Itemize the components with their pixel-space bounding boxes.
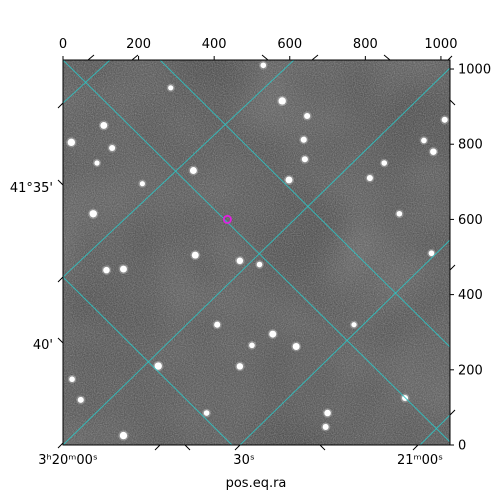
star <box>351 322 357 328</box>
star <box>189 167 197 175</box>
right-tick-label: 200 <box>458 363 483 378</box>
star <box>168 85 174 91</box>
world-tick <box>57 102 64 109</box>
grid-line <box>159 60 450 348</box>
world-tick <box>319 444 326 451</box>
star <box>154 362 162 370</box>
grid-line <box>63 276 233 445</box>
star <box>304 112 311 120</box>
star <box>94 160 100 166</box>
top-tick-label: 1000 <box>424 37 457 52</box>
ra-tick-label: 21ᵐ00ˢ <box>397 453 443 468</box>
star <box>103 266 110 274</box>
grid-line <box>419 414 450 445</box>
star <box>421 137 427 144</box>
star <box>441 116 448 123</box>
grid-line <box>63 60 111 104</box>
star <box>366 175 373 182</box>
star <box>285 176 293 184</box>
ra-tick-label: 30ˢ <box>233 453 255 468</box>
star <box>139 181 145 187</box>
world-tick <box>234 444 241 451</box>
grid-line <box>63 67 450 445</box>
star <box>119 265 127 273</box>
right-tick-label: 600 <box>458 213 483 228</box>
star <box>381 160 388 166</box>
dec-tick-label: 40' <box>33 338 53 353</box>
top-pixel-axis: 0 200 400 600 800 1000 <box>59 37 457 60</box>
star <box>119 431 128 440</box>
world-tick <box>87 54 95 61</box>
target-marker <box>222 214 232 224</box>
x-axis-title: pos.eq.ra <box>226 476 287 491</box>
top-tick-label: 200 <box>126 37 151 52</box>
star <box>269 330 277 338</box>
world-coordinate-ticks <box>57 54 456 451</box>
world-tick <box>449 409 456 416</box>
star <box>89 210 97 218</box>
star <box>428 250 435 257</box>
grid-line <box>239 239 450 445</box>
right-tick-label: 0 <box>458 439 466 454</box>
star <box>69 376 75 383</box>
star <box>396 210 403 217</box>
star <box>203 410 210 416</box>
star <box>292 343 300 350</box>
grid-line <box>63 60 450 443</box>
top-tick-label: 400 <box>202 37 227 52</box>
star <box>322 423 329 430</box>
star <box>249 342 255 349</box>
star <box>67 138 76 147</box>
world-tick <box>184 444 191 451</box>
stars-layer <box>66 60 450 441</box>
world-tick <box>57 442 64 449</box>
coordinate-grid <box>63 60 450 445</box>
star <box>430 148 437 155</box>
star <box>324 409 331 417</box>
star <box>301 156 308 163</box>
star <box>77 396 84 403</box>
world-tick <box>261 54 269 61</box>
world-tick <box>449 264 456 271</box>
right-pixel-axis: 0 200 400 600 800 1000 <box>450 63 491 454</box>
top-tick-label: 600 <box>277 37 302 52</box>
star <box>260 62 267 69</box>
top-tick-label: 0 <box>59 37 67 52</box>
plot-area <box>63 60 450 445</box>
star <box>109 144 116 152</box>
grid-line <box>63 60 295 278</box>
world-tick <box>131 54 139 61</box>
world-tick <box>449 99 456 106</box>
star <box>278 97 286 105</box>
world-tick <box>311 54 319 61</box>
world-tick <box>57 179 64 186</box>
world-tick <box>57 337 64 344</box>
star <box>214 321 221 328</box>
world-tick <box>447 55 453 61</box>
star <box>236 363 244 370</box>
right-tick-label: 1000 <box>458 63 491 78</box>
ra-tick-label: 3ʰ20ᵐ00ˢ <box>38 453 98 468</box>
right-tick-label: 800 <box>458 138 483 153</box>
dec-tick-label: 41°35' <box>10 181 53 196</box>
world-tick <box>383 54 391 61</box>
top-tick-label: 800 <box>353 37 378 52</box>
star <box>300 136 307 143</box>
world-tick <box>412 444 419 451</box>
target-marker-layer <box>222 214 232 224</box>
star <box>191 251 199 259</box>
world-tick <box>154 444 161 451</box>
plot-frame <box>62 59 451 446</box>
star <box>236 257 244 265</box>
star <box>100 121 108 129</box>
world-tick <box>57 276 64 283</box>
right-tick-label: 400 <box>458 288 483 303</box>
star <box>256 261 263 268</box>
